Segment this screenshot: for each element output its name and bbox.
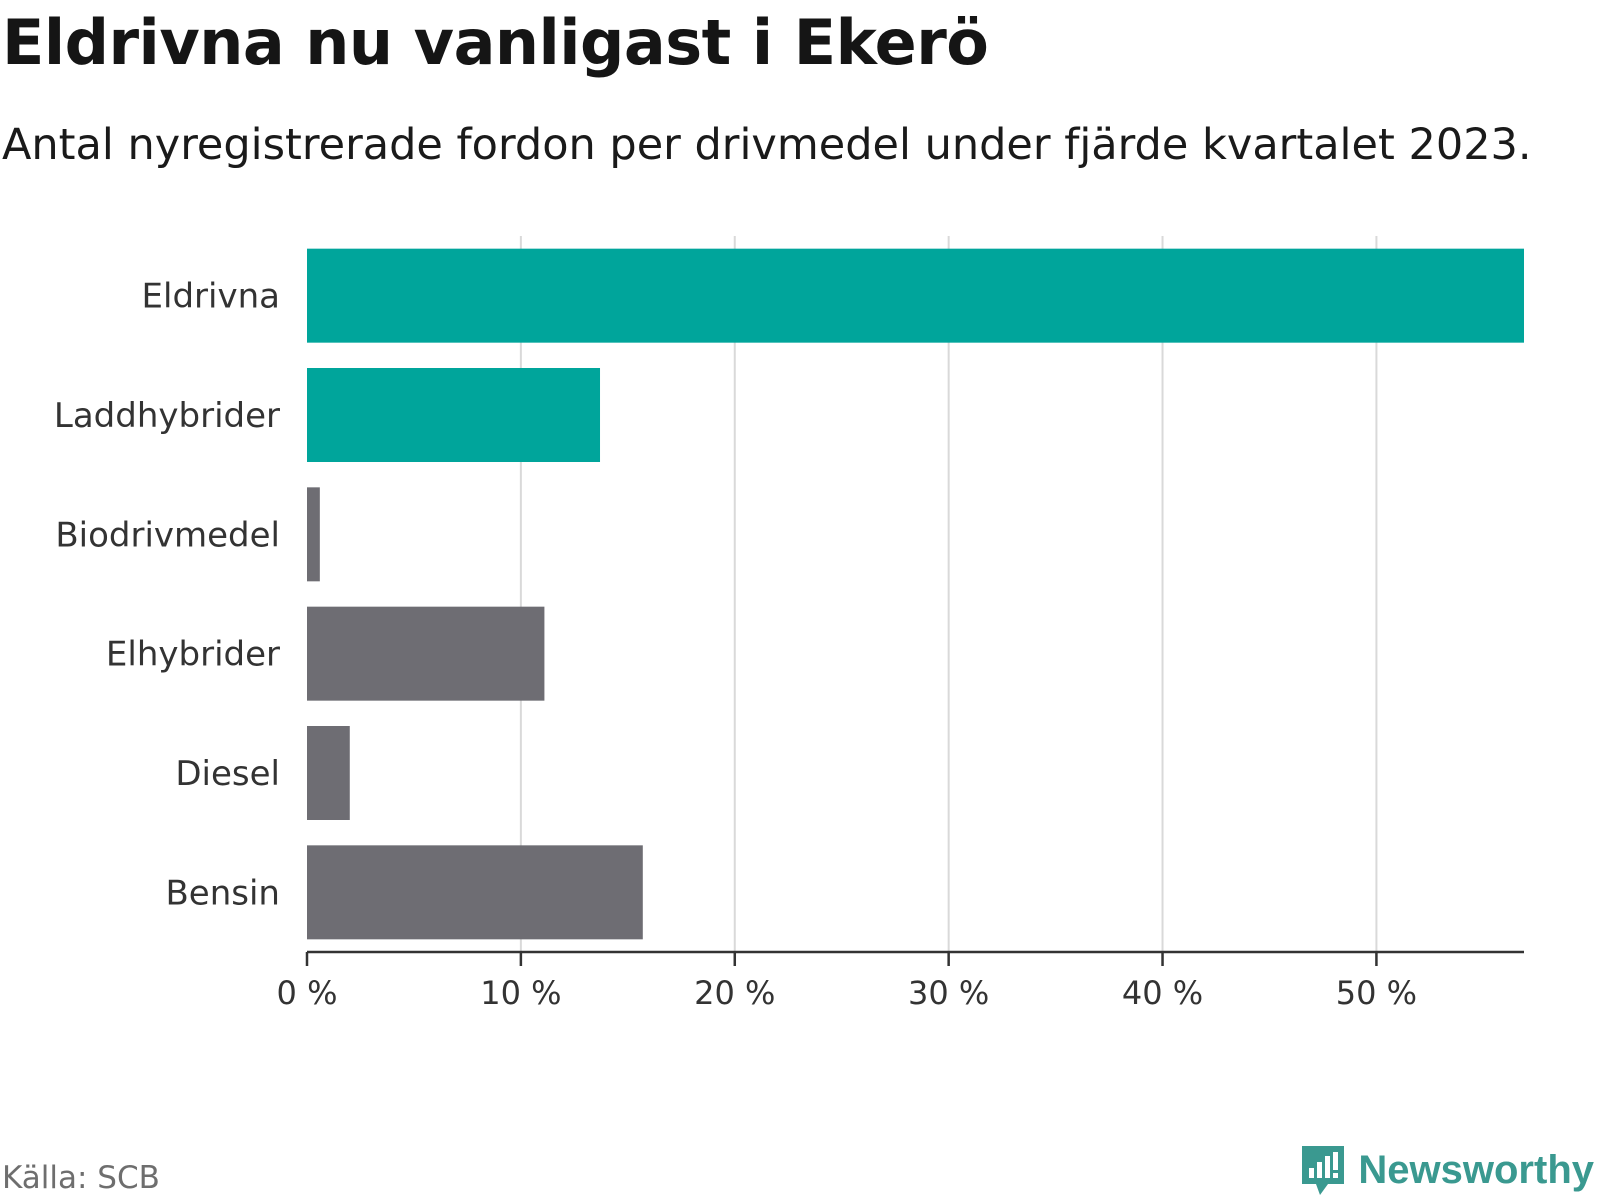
category-labels: Eldrivna Laddhybrider Biodrivmedel Elhybrid… [54, 277, 280, 914]
bar-biodrivmedel[interactable] [307, 487, 320, 582]
x-tick-label-30: 30 % [908, 974, 989, 1012]
bar-laddhybrider[interactable] [307, 368, 601, 462]
category-label-laddhybrider: Laddhybrider [54, 396, 280, 436]
brand-logo[interactable]: Newsworthy [1298, 1142, 1594, 1198]
bar-bensin[interactable] [307, 845, 643, 940]
x-tick-label-20: 20 % [694, 974, 775, 1012]
category-label-diesel: Diesel [175, 754, 280, 794]
category-label-eldrivna: Eldrivna [142, 277, 280, 317]
category-label-bensin: Bensin [165, 873, 280, 913]
bar-diesel[interactable] [307, 726, 350, 820]
bars [307, 248, 1524, 940]
chart-title: Eldrivna nu vanligast i Ekerö [2, 6, 989, 79]
x-tick-label-40: 40 % [1122, 974, 1203, 1012]
newsworthy-logo-icon [1302, 1146, 1345, 1195]
category-label-elhybrider: Elhybrider [106, 635, 280, 675]
brand-name: Newsworthy [1358, 1147, 1594, 1192]
x-tick-label-50: 50 % [1336, 974, 1417, 1012]
x-tick-label-0: 0 % [277, 974, 338, 1012]
chart-subtitle: Antal nyregistrerade fordon per drivmede… [2, 120, 1532, 170]
gridlines [519, 236, 1378, 952]
bar-eldrivna[interactable] [307, 248, 1524, 343]
category-label-biodrivmedel: Biodrivmedel [55, 515, 280, 555]
x-axis: 0 % 10 % 20 % 30 % 40 % 50 % [277, 950, 1524, 1012]
bar-elhybrider[interactable] [307, 606, 545, 701]
source-note: Källa: SCB [2, 1160, 160, 1196]
x-tick-label-10: 10 % [480, 974, 561, 1012]
